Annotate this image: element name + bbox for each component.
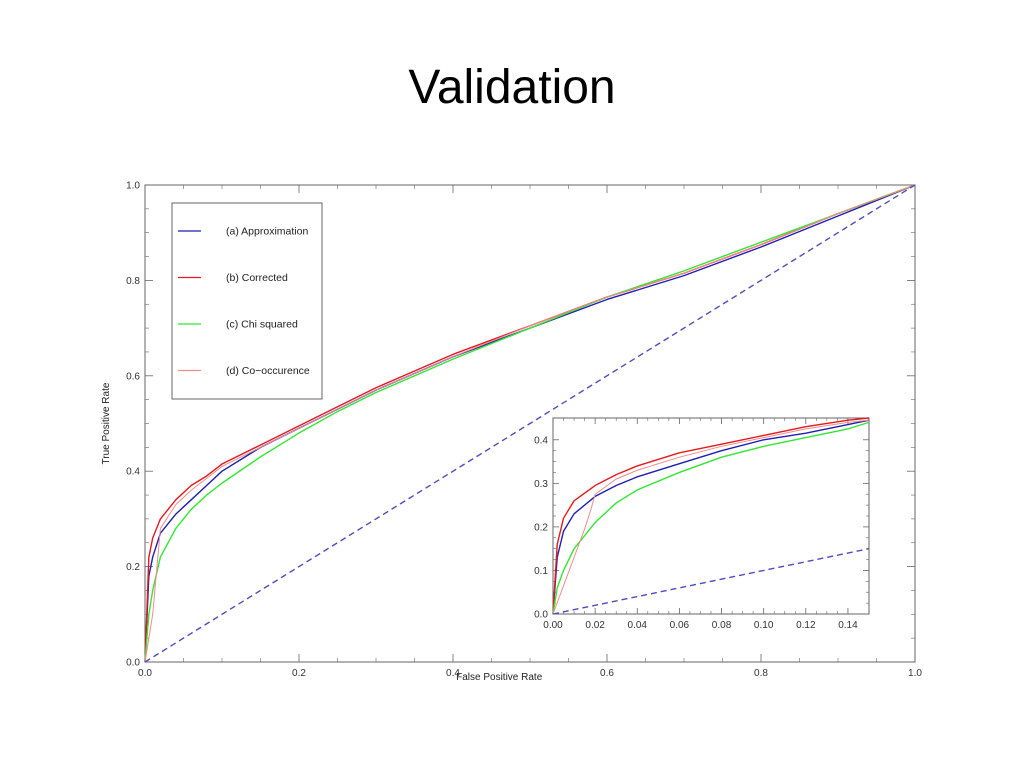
inset-plot-area: 0.00 0.02 0.04 0.06 0.08 0.10 0.12 0.14 0.0 0.1 0.… [534, 417, 870, 631]
inset-x-tick-label: 0.10 [754, 620, 774, 631]
inset-x-tick-label: 0.12 [796, 620, 816, 631]
inset-series-approximation [552, 419, 870, 615]
inset-y-tick-label: 0.3 [534, 479, 548, 490]
main-x-tick-label: 0.6 [600, 668, 614, 679]
main-series-co-occurence [144, 184, 916, 663]
legend: (a) Approximation (b) Corrected (c) Chi sq… [171, 202, 323, 400]
main-y-tick-label: 0.2 [126, 562, 140, 573]
main-diagonal-line [144, 184, 916, 663]
inset-frame [552, 417, 870, 615]
inset-y-tick-label: 0.0 [534, 610, 548, 621]
inset-series-chi-squared [552, 421, 870, 615]
inset-series-co-occurence [552, 419, 870, 615]
main-x-axis-label: False Positive Rate [456, 672, 543, 683]
slide-title: Validation [408, 61, 616, 114]
legend-label-co-occurence: (d) Co−occurence [226, 365, 310, 377]
main-x-tick-label: 0.2 [292, 668, 306, 679]
inset-x-tick-label: 0.08 [712, 620, 732, 631]
main-y-tick-label: 0.8 [126, 276, 140, 287]
inset-y-tick-label: 0.4 [534, 435, 548, 446]
inset-x-tick-label: 0.14 [838, 620, 858, 631]
legend-label-corrected: (b) Corrected [226, 272, 288, 284]
main-x-tick-label: 0.0 [138, 668, 152, 679]
main-y-axis-label: True Positive Rate [101, 382, 112, 464]
inset-series-corrected [552, 417, 870, 615]
inset-y-tick-label: 0.1 [534, 566, 548, 577]
main-x-tick-label: 0.4 [446, 668, 460, 679]
legend-label-approximation: (a) Approximation [226, 226, 308, 238]
inset-x-tick-label: 0.06 [670, 620, 690, 631]
inset-x-tick-label: 0.04 [628, 620, 648, 631]
main-x-tick-label: 0.8 [754, 668, 768, 679]
main-y-tick-label: 0.4 [126, 467, 140, 478]
inset-diagonal-line [552, 547, 870, 615]
main-y-tick-label: 0.0 [126, 658, 140, 669]
legend-label-chi-squared: (c) Chi squared [226, 319, 298, 331]
inset-x-tick-label: 0.00 [543, 620, 563, 631]
main-y-tick-label: 0.6 [126, 371, 140, 382]
main-y-tick-label: 1.0 [126, 181, 140, 192]
main-series-chi-squared [144, 184, 916, 663]
legend-box [171, 202, 323, 400]
inset-x-tick-label: 0.02 [585, 620, 605, 631]
inset-y-tick-label: 0.2 [534, 522, 548, 533]
main-x-tick-label: 1.0 [908, 668, 922, 679]
